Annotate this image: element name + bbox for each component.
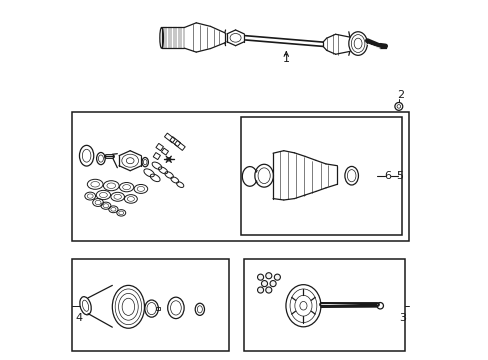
Text: 4: 4	[76, 312, 83, 323]
Bar	[244, 258, 405, 351]
Ellipse shape	[265, 287, 271, 293]
Bar	[156, 307, 160, 310]
Ellipse shape	[269, 280, 276, 287]
Bar	[241, 117, 401, 235]
Ellipse shape	[265, 273, 271, 279]
Bar	[156, 143, 163, 151]
Text: 2: 2	[397, 90, 404, 100]
Bar	[174, 141, 185, 150]
Ellipse shape	[257, 287, 263, 293]
Bar	[169, 137, 180, 147]
Ellipse shape	[257, 274, 263, 280]
Ellipse shape	[274, 274, 280, 280]
Bar	[72, 258, 229, 351]
Text: 1: 1	[282, 54, 289, 64]
Bar	[161, 148, 168, 155]
Bar	[164, 133, 175, 143]
Bar	[72, 112, 408, 241]
Text: 5: 5	[396, 171, 403, 181]
Text: 6: 6	[383, 171, 390, 181]
Ellipse shape	[261, 280, 267, 287]
Bar	[153, 153, 160, 159]
Text: 3: 3	[398, 312, 405, 323]
